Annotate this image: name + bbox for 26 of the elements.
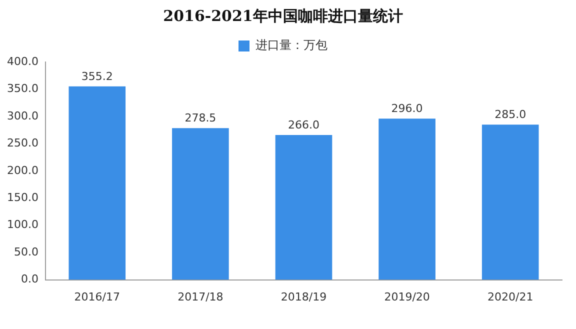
x-tick-label: 2018/19: [280, 290, 327, 304]
text: 266.0: [288, 118, 320, 132]
text: 296.0: [391, 102, 423, 115]
bar: [172, 128, 229, 280]
y-tick-label: 400.0: [6, 54, 38, 68]
x-tick-label: 2019/20: [384, 290, 430, 304]
bar: [378, 118, 436, 280]
chart-title: 2016-2021年中国咖啡进口量统计: [163, 6, 403, 25]
y-tick-label: 150.0: [6, 190, 38, 204]
legend-label: 进口量：万包: [256, 38, 328, 52]
text: 355.2: [81, 70, 113, 83]
bar: [275, 134, 332, 280]
x-tick-label: 2016/17: [74, 290, 120, 304]
y-tick-label: 350.0: [6, 82, 38, 96]
x-tick-label: 2020/21: [487, 290, 534, 304]
bar: [68, 86, 126, 280]
y-tick-label: 0.0: [20, 272, 38, 286]
y-tick-label: 200.0: [6, 164, 38, 177]
text: 278.5: [184, 112, 216, 125]
text: 285.0: [494, 108, 526, 121]
y-tick-label: 300.0: [6, 109, 38, 122]
y-tick-label: 250.0: [6, 136, 38, 150]
bar: [482, 124, 539, 280]
y-tick-label: 50.0: [14, 245, 38, 258]
x-tick-label: 2017/18: [178, 290, 224, 304]
y-tick-label: 100.0: [6, 218, 38, 232]
